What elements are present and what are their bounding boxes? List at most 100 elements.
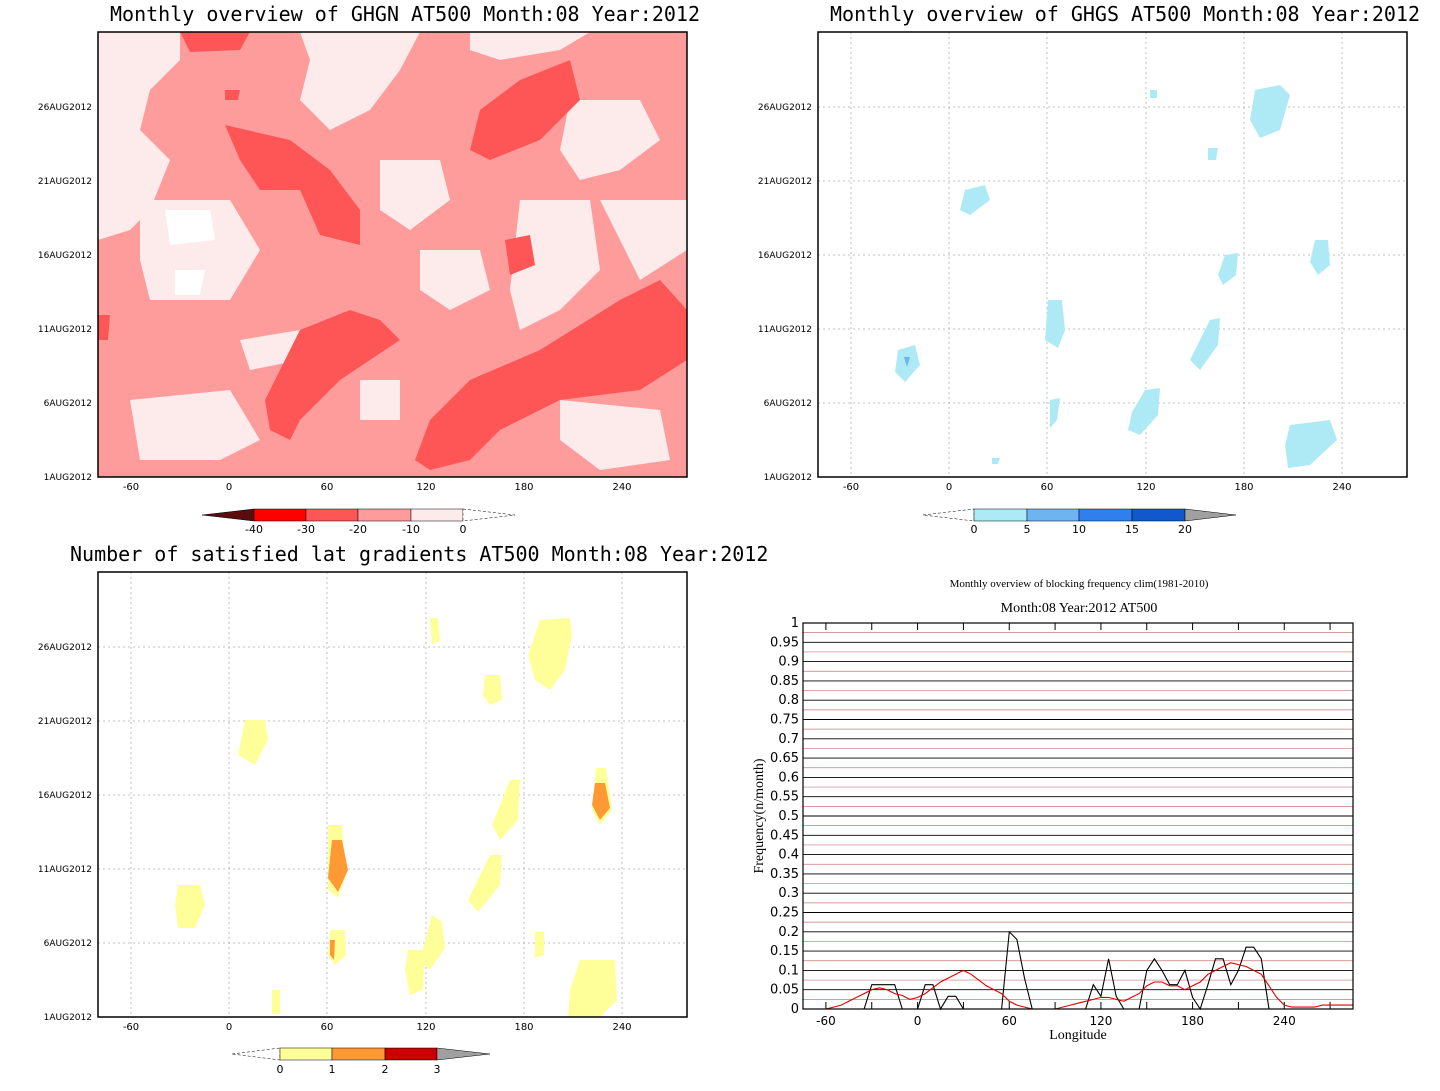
ghgs-xtick: 0 — [946, 482, 952, 493]
chart-subtitle: Month:08 Year:2012 AT500 — [1001, 601, 1158, 616]
ghgs-ytick: 1AUG2012 — [764, 473, 812, 483]
lat-xtick: 180 — [514, 1022, 533, 1033]
lat-cb-label: 2 — [382, 1063, 389, 1076]
x-tick-label: 120 — [1089, 1014, 1112, 1028]
lat-y-ticks: 1AUG2012 6AUG2012 11AUG2012 16AUG2012 21… — [38, 643, 92, 1023]
y-tick-label: 0.9 — [778, 655, 799, 670]
ghgs-ytick: 16AUG2012 — [758, 251, 812, 261]
ghgs-xtick: 60 — [1041, 482, 1054, 493]
y-tick-label: 0.5 — [778, 809, 799, 824]
ghgs-xtick: 180 — [1234, 482, 1253, 493]
lat-cb-label: 1 — [329, 1063, 336, 1076]
blocking-frequency-panel: Monthly overview of blocking frequency c… — [720, 545, 1440, 1091]
chart-title: Monthly overview of blocking frequency c… — [950, 578, 1209, 590]
ghgn-ytick: 16AUG2012 — [38, 251, 92, 261]
ghgn-xtick: 240 — [612, 482, 631, 493]
y-tick-label: 0.05 — [770, 983, 799, 998]
y-tick-label: 0.55 — [770, 790, 799, 805]
lat-ytick: 26AUG2012 — [38, 643, 92, 653]
lat-ytick: 6AUG2012 — [44, 939, 92, 949]
ghgs-y-ticks: 1AUG2012 6AUG2012 11AUG2012 16AUG2012 21… — [758, 103, 812, 483]
lat-panel: Number of satisfied lat gradients AT500 … — [0, 540, 768, 1091]
y-tick-label: 0.8 — [778, 693, 799, 708]
ghgs-panel: Monthly overview of GHGS AT500 Month:08 … — [720, 0, 1440, 545]
ghgn-xtick: 120 — [416, 482, 435, 493]
ghgn-xtick: 180 — [514, 482, 533, 493]
ghgn-title: Monthly overview of GHGN AT500 Month:08 … — [110, 2, 701, 26]
y-tick-label: 0.6 — [778, 770, 799, 785]
ghgn-ytick: 6AUG2012 — [44, 399, 92, 409]
ghgn-ytick: 1AUG2012 — [44, 473, 92, 483]
lat-cb-label: 0 — [277, 1063, 284, 1076]
ghgn-contours — [98, 32, 687, 477]
ghgs-cb-label: 0 — [971, 523, 978, 536]
x-axis-label: Longitude — [1049, 1028, 1107, 1043]
x-tick-label: 180 — [1181, 1014, 1204, 1028]
lat-xtick: 60 — [321, 1022, 334, 1033]
ghgn-xtick: -60 — [123, 482, 139, 493]
ghgs-map: 1AUG2012 6AUG2012 11AUG2012 16AUG2012 21… — [758, 31, 1408, 536]
ghgn-panel: Monthly overview of GHGN AT500 Month:08 … — [0, 0, 720, 545]
y-tick-label: 0.75 — [770, 713, 799, 728]
lat-xtick: 120 — [416, 1022, 435, 1033]
y-tick-label: 0.45 — [770, 828, 799, 843]
ghgs-xtick: 240 — [1332, 482, 1351, 493]
ghgs-xtick: 120 — [1136, 482, 1155, 493]
ghgn-xtick: 0 — [226, 482, 232, 493]
ghgs-x-ticks: -60 0 60 120 180 240 — [843, 482, 1352, 493]
y-tick-label: 0.95 — [770, 635, 799, 650]
chart-gridlines — [803, 622, 1353, 1010]
x-tick-label: 240 — [1273, 1014, 1296, 1028]
ghgn-map: 1AUG2012 6AUG2012 11AUG2012 16AUG2012 21… — [38, 31, 688, 536]
y-tick-label: 0.1 — [778, 963, 799, 978]
ghgn-colorbar: -40 -30 -20 -10 0 — [201, 508, 516, 536]
ghgn-ytick: 11AUG2012 — [38, 325, 92, 335]
series-line-2 — [803, 962, 1353, 1010]
ghgn-cb-label: -40 — [245, 523, 263, 536]
ghgs-ytick: 21AUG2012 — [758, 177, 812, 187]
ghgn-xtick: 60 — [321, 482, 334, 493]
y-tick-label: 0.2 — [778, 925, 799, 940]
lat-title: Number of satisfied lat gradients AT500 … — [70, 542, 769, 566]
y-tick-label: 0.15 — [770, 944, 799, 959]
lat-xtick: 0 — [226, 1022, 232, 1033]
ghgs-cb-label: 5 — [1024, 523, 1031, 536]
ghgs-colorbar: 0 5 10 15 20 — [922, 508, 1237, 536]
chart-x-ticks: -60 0 60 120 180 240 — [816, 623, 1331, 1028]
y-tick-label: 0.25 — [770, 906, 799, 921]
y-tick-label: 1 — [791, 616, 799, 631]
ghgs-contours — [895, 85, 1337, 468]
y-tick-label: 0.35 — [770, 867, 799, 882]
y-tick-label: 0.85 — [770, 674, 799, 689]
lat-contours — [175, 618, 617, 1017]
plot-frame — [802, 622, 1354, 1010]
lat-xtick: -60 — [123, 1022, 139, 1033]
lat-colorbar: 0 1 2 3 — [231, 1047, 491, 1076]
ghgn-cb-label: -30 — [297, 523, 315, 536]
ghgs-cb-label: 15 — [1125, 523, 1139, 536]
lat-ytick: 21AUG2012 — [38, 717, 92, 727]
y-tick-label: 0.4 — [778, 848, 799, 863]
ghgn-y-ticks: 1AUG2012 6AUG2012 11AUG2012 16AUG2012 21… — [38, 103, 92, 483]
lat-ytick: 16AUG2012 — [38, 791, 92, 801]
ghgs-xtick: -60 — [843, 482, 859, 493]
y-tick-label: 0 — [791, 1002, 799, 1017]
lat-ytick: 11AUG2012 — [38, 865, 92, 875]
lat-cb-label: 3 — [434, 1063, 441, 1076]
ghgn-cb-label: -10 — [402, 523, 420, 536]
ghgn-x-ticks: -60 0 60 120 180 240 — [123, 482, 632, 493]
y-axis-label: Frequency(n/month) — [752, 758, 767, 873]
ghgn-ytick: 26AUG2012 — [38, 103, 92, 113]
ghgs-cb-label: 20 — [1178, 523, 1192, 536]
y-tick-label: 0.3 — [778, 886, 799, 901]
ghgn-cb-label: -20 — [349, 523, 367, 536]
ghgs-title: Monthly overview of GHGS AT500 Month:08 … — [830, 2, 1421, 26]
ghgs-ytick: 6AUG2012 — [764, 399, 812, 409]
ghgs-ytick: 11AUG2012 — [758, 325, 812, 335]
y-tick-label: 0.65 — [770, 751, 799, 766]
lat-x-ticks: -60 0 60 120 180 240 — [123, 1022, 632, 1033]
lat-ytick: 1AUG2012 — [44, 1013, 92, 1023]
lat-map: 1AUG2012 6AUG2012 11AUG2012 16AUG2012 21… — [38, 571, 688, 1076]
x-tick-label: 60 — [1002, 1014, 1017, 1028]
blocking-frequency-chart: Monthly overview of blocking frequency c… — [752, 578, 1354, 1043]
